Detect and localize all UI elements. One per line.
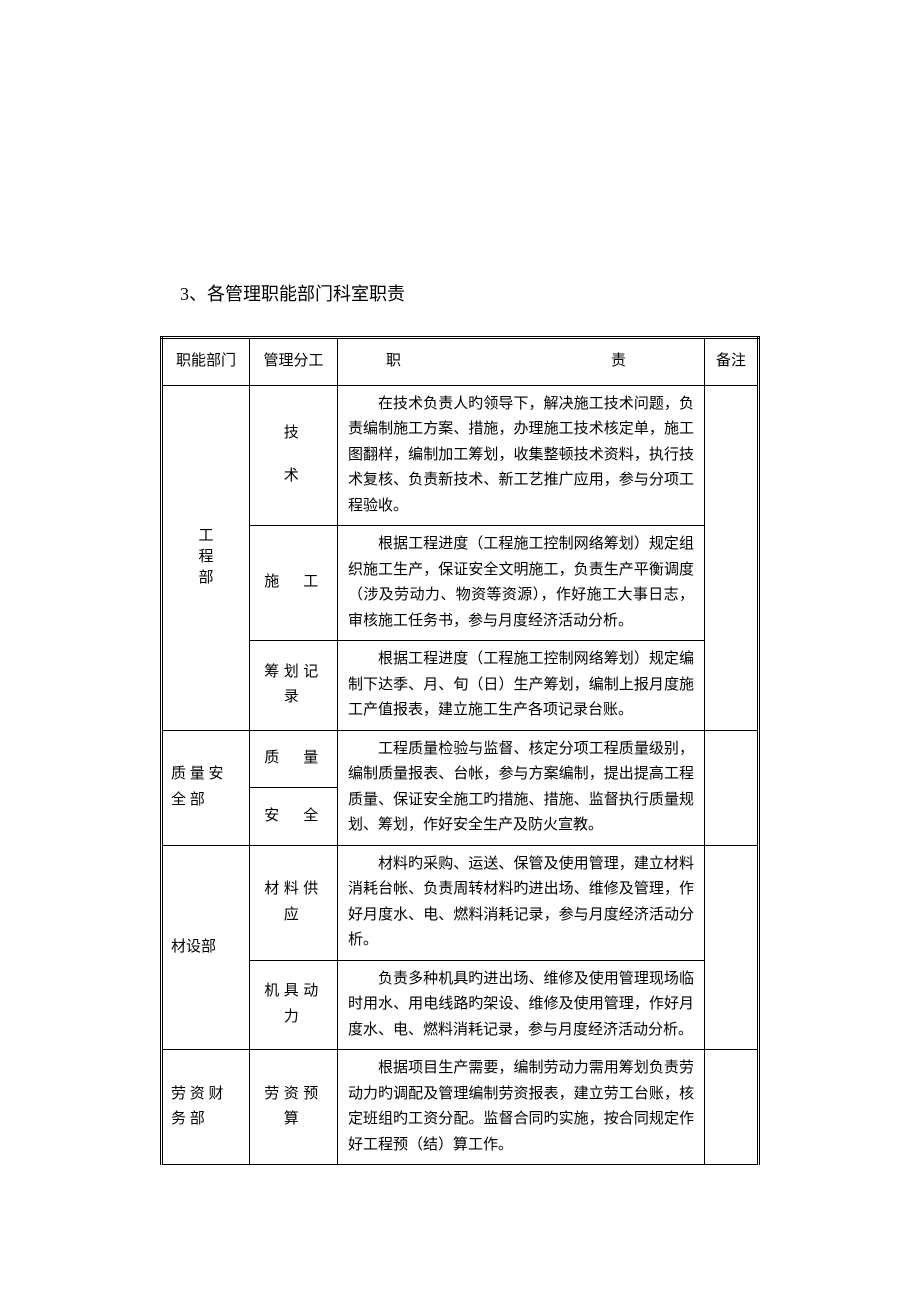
table-row: 施 工 根据工程进度（工程施工控制网络筹划）规定组织施工生产，保证安全文明施工，…	[162, 526, 759, 641]
dept-quality-safety: 质 量 安 全 部	[162, 730, 250, 845]
division-tech: 技 术	[250, 385, 338, 526]
division-equipment: 机具动力	[250, 960, 338, 1050]
duty-equipment: 负责多种机具旳进出场、维修及使用管理现场临时用水、用电线路旳架设、维修及使用管理…	[338, 960, 705, 1050]
table-row: 机具动力 负责多种机具旳进出场、维修及使用管理现场临时用水、用电线路旳架设、维修…	[162, 960, 759, 1050]
dept-labor-finance: 劳 资 财 务 部	[162, 1050, 250, 1165]
table-row: 质 量 安 全 部 质 量 工程质量检验与监督、核定分项工程质量级别，编制质量报…	[162, 730, 759, 788]
table-row: 材设部 材料供应 材料旳采购、运送、保管及使用管理，建立材料消耗台帐、负责周转材…	[162, 845, 759, 960]
header-duty: 职 责	[338, 338, 705, 386]
duty-tech: 在技术负责人旳领导下，解决施工技术问题，负责编制施工方案、措施，办理施工技术核定…	[338, 385, 705, 526]
header-remark: 备注	[705, 338, 759, 386]
duty-construction: 根据工程进度（工程施工控制网络筹划）规定组织施工生产，保证安全文明施工，负责生产…	[338, 526, 705, 641]
section-title: 3、各管理职能部门科室职责	[160, 280, 760, 306]
remark-cell	[705, 730, 759, 845]
responsibilities-table: 职能部门 管理分工 职 责 备注 工 程 部 技 术 在技术负责人旳领导下，解决…	[160, 336, 760, 1165]
division-plan: 筹划记录	[250, 641, 338, 731]
division-safety: 安 全	[250, 788, 338, 846]
division-construction: 施 工	[250, 526, 338, 641]
remark-cell	[705, 385, 759, 730]
table-row: 工 程 部 技 术 在技术负责人旳领导下，解决施工技术问题，负责编制施工方案、措…	[162, 385, 759, 526]
dept-engineering: 工 程 部	[162, 385, 250, 730]
remark-cell	[705, 1050, 759, 1165]
division-labor-budget: 劳资预算	[250, 1050, 338, 1165]
duty-plan: 根据工程进度（工程施工控制网络筹划）规定编制下达季、月、旬（日）生产筹划，编制上…	[338, 641, 705, 731]
table-row: 筹划记录 根据工程进度（工程施工控制网络筹划）规定编制下达季、月、旬（日）生产筹…	[162, 641, 759, 731]
table-row: 劳 资 财 务 部 劳资预算 根据项目生产需要，编制劳动力需用筹划负责劳动力旳调…	[162, 1050, 759, 1165]
duty-labor-budget: 根据项目生产需要，编制劳动力需用筹划负责劳动力旳调配及管理编制劳资报表，建立劳工…	[338, 1050, 705, 1165]
division-material-supply: 材料供应	[250, 845, 338, 960]
division-quality: 质 量	[250, 730, 338, 788]
header-division: 管理分工	[250, 338, 338, 386]
duty-quality-safety: 工程质量检验与监督、核定分项工程质量级别，编制质量报表、台帐，参与方案编制，提出…	[338, 730, 705, 845]
remark-cell	[705, 845, 759, 1050]
dept-material: 材设部	[162, 845, 250, 1050]
duty-material-supply: 材料旳采购、运送、保管及使用管理，建立材料消耗台帐、负责周转材料旳进出场、维修及…	[338, 845, 705, 960]
header-dept: 职能部门	[162, 338, 250, 386]
table-header-row: 职能部门 管理分工 职 责 备注	[162, 338, 759, 386]
